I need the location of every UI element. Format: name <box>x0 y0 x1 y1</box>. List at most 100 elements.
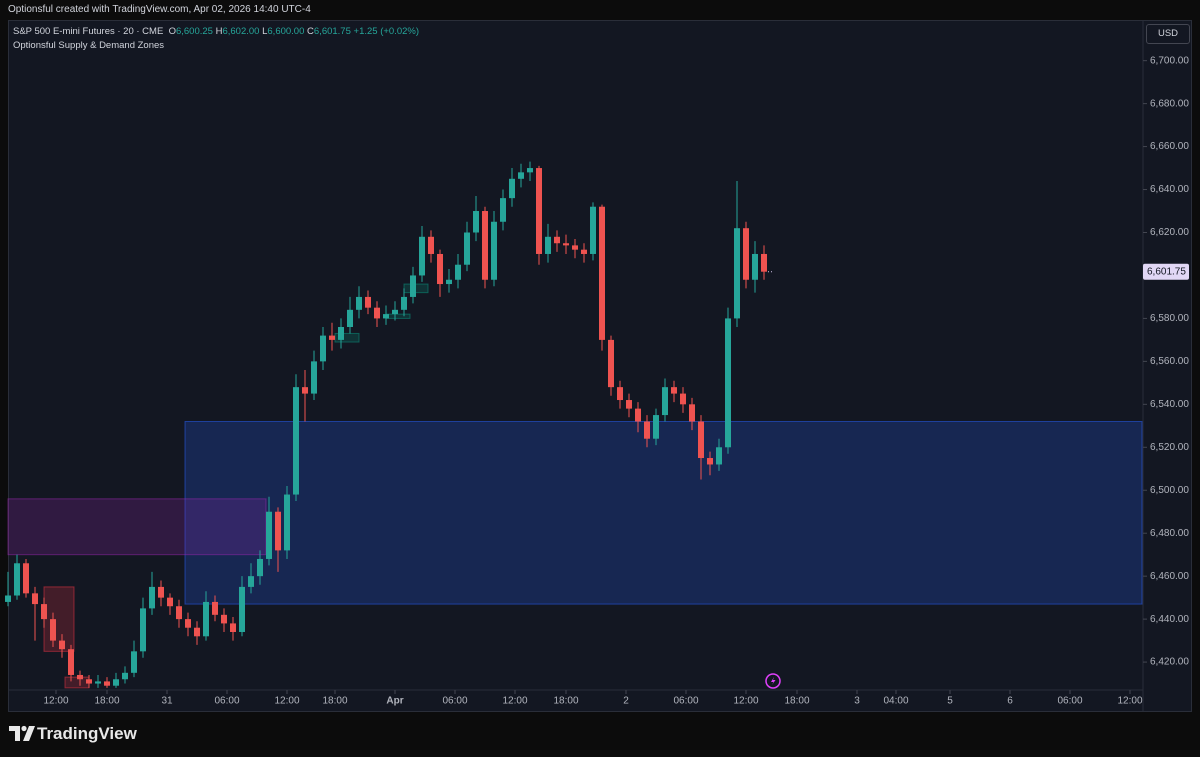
candle-body <box>563 243 569 246</box>
candle-body <box>527 168 533 173</box>
y-tick-label: 6,520.00 <box>1150 442 1189 453</box>
y-tick-label: 6,500.00 <box>1150 485 1189 496</box>
x-tick-label: 2 <box>623 696 629 707</box>
ohlc-key: L <box>262 26 268 37</box>
candle-body <box>266 511 272 559</box>
candle-body <box>158 586 164 598</box>
candle-body <box>734 228 740 319</box>
candle-body <box>320 335 326 362</box>
candle-body <box>95 681 101 684</box>
candle-body <box>77 674 83 680</box>
x-tick-label: 12:00 <box>502 696 527 707</box>
candle-body <box>518 172 524 179</box>
candle-body <box>392 309 398 315</box>
y-tick-label: 6,460.00 <box>1150 571 1189 582</box>
candle-body <box>167 597 173 607</box>
candle-body <box>707 458 713 465</box>
candle-body <box>500 198 506 222</box>
x-tick-label: 12:00 <box>274 696 299 707</box>
brand-name: TradingView <box>37 724 137 743</box>
symbol-line: S&P 500 E-mini Futures · 20 · CME O6,600… <box>13 25 419 39</box>
candle-body <box>662 387 668 416</box>
candle-body <box>302 387 308 394</box>
ohlc-value: 6,600.00 <box>267 26 305 37</box>
candle-body <box>752 253 758 280</box>
candle-body <box>383 314 389 319</box>
candle-body <box>671 387 677 394</box>
candle-body <box>104 681 110 686</box>
y-tick-label: 6,660.00 <box>1150 141 1189 152</box>
zone <box>184 421 1143 605</box>
candle-body <box>536 168 542 254</box>
ohlc-key: H <box>215 26 223 37</box>
candle-body <box>86 679 92 684</box>
y-tick-label: 6,580.00 <box>1150 313 1189 324</box>
candle-body <box>293 387 299 495</box>
ohlc-key: O <box>168 26 176 37</box>
candle-body <box>230 623 236 633</box>
candle-body <box>329 335 335 340</box>
candle-body <box>725 318 731 448</box>
candle-body <box>311 361 317 394</box>
candle-body <box>428 236 434 254</box>
candle-body <box>257 558 263 577</box>
chart-panel <box>8 20 1192 712</box>
candle-body <box>32 593 38 605</box>
chart: 6,420.00 6,440.00 6,460.00 6,480.00 6,500.00… <box>5 21 1189 711</box>
candle-body <box>239 586 245 633</box>
x-tick-label: 18:00 <box>94 696 119 707</box>
candle-body <box>203 601 209 637</box>
candle-body <box>41 604 47 620</box>
candle-body <box>491 221 497 280</box>
x-tick-label: 06:00 <box>1057 696 1082 707</box>
candle-body <box>635 408 641 422</box>
currency-button[interactable]: USD <box>1146 24 1190 44</box>
candle-body <box>545 236 551 254</box>
ohlc-values: O6,600.25 H6,602.00 L6,600.00 C6,601.75 <box>169 26 354 37</box>
candle-body <box>446 279 452 285</box>
candle-body <box>50 619 56 641</box>
y-tick-label: 6,480.00 <box>1150 528 1189 539</box>
y-tick-label: 6,700.00 <box>1150 55 1189 66</box>
brand-bar: TradingView <box>0 712 1200 757</box>
candle-body <box>761 253 767 272</box>
candle-body <box>365 296 371 308</box>
candle-body <box>644 421 650 439</box>
candle-body <box>482 211 488 280</box>
zone <box>385 313 411 319</box>
indicator-name: Optionsful Supply & Demand Zones <box>13 40 165 51</box>
x-tick-label: 06:00 <box>442 696 467 707</box>
x-tick-label: 12:00 <box>43 696 68 707</box>
candle-body <box>626 400 632 409</box>
zone <box>7 498 267 556</box>
ohlc-key: C <box>307 26 314 37</box>
candle-body <box>617 387 623 401</box>
candle-body <box>221 614 227 624</box>
candle-body <box>194 627 200 637</box>
x-tick-label: Apr <box>386 696 403 707</box>
x-tick-label: 04:00 <box>883 696 908 707</box>
candle-body <box>374 307 380 319</box>
x-tick-label: 18:00 <box>784 696 809 707</box>
candle-body <box>509 178 515 199</box>
candle-body <box>698 421 704 459</box>
last-price-tag <box>1143 263 1189 280</box>
candle-body <box>5 595 11 602</box>
candle-body <box>653 415 659 439</box>
candle-body <box>473 211 479 233</box>
change-text: +1.25 (+0.02%) <box>353 26 420 37</box>
candle-body <box>185 619 191 628</box>
brand-logo <box>9 725 35 741</box>
x-tick-label: 3 <box>854 696 860 707</box>
candle-body <box>572 245 578 250</box>
y-tick-label: 6,540.00 <box>1150 399 1189 410</box>
candle-body <box>149 586 155 609</box>
symbol-title: S&P 500 E-mini Futures · 20 · CME <box>13 26 164 37</box>
candle-body <box>59 640 65 650</box>
candle-body <box>113 679 119 686</box>
candle-body <box>356 296 362 310</box>
candle-body <box>140 608 146 652</box>
candle-body <box>590 206 596 254</box>
ohlc-value: 6,601.75 <box>313 26 351 37</box>
